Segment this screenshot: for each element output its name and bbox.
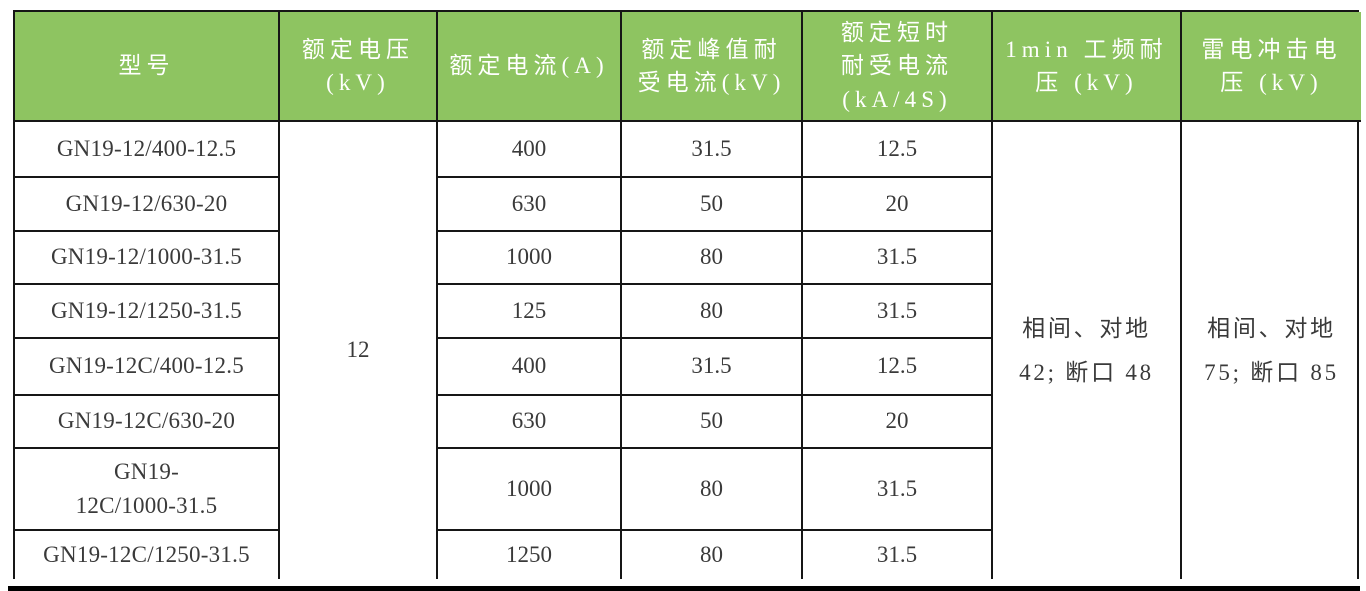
peak-cell: 80 [620,529,801,579]
peak-cell: 80 [620,230,801,283]
current-cell: 630 [436,176,620,230]
bottom-rule [8,586,1360,591]
spec-grid: 型号 额定电压 (kV) 额定电流(A) 额定峰值耐 受电流(kV) 额定短时 … [13,10,1361,579]
short-time-cell: 31.5 [801,447,991,529]
peak-cell: 31.5 [620,337,801,394]
current-cell: 400 [436,337,620,394]
peak-cell: 50 [620,176,801,230]
rated-voltage-value-cell: 12 [278,120,436,579]
short-time-cell: 31.5 [801,230,991,283]
model-cell: GN19-12/400-12.5 [15,120,278,176]
col-header-short-time-current: 额定短时 耐受电流 (kA/4S) [801,12,991,120]
col-header-power-freq-voltage: 1min 工频耐 压 (kV) [991,12,1180,120]
col-header-rated-voltage: 额定电压 (kV) [278,12,436,120]
peak-cell: 80 [620,447,801,529]
peak-cell: 50 [620,394,801,447]
short-time-cell: 12.5 [801,337,991,394]
model-cell: GN19-12C/1250-31.5 [15,529,278,579]
short-time-cell: 20 [801,176,991,230]
model-cell: GN19-12C/400-12.5 [15,337,278,394]
current-cell: 125 [436,283,620,337]
col-header-model: 型号 [15,12,278,120]
lightning-impulse-value-cell: 相间、对地 75; 断口 85 [1180,120,1361,579]
model-cell: GN19-12/1000-31.5 [15,230,278,283]
short-time-cell: 20 [801,394,991,447]
model-cell: GN19-12/1250-31.5 [15,283,278,337]
model-cell: GN19-12/630-20 [15,176,278,230]
spec-table: 型号 额定电压 (kV) 额定电流(A) 额定峰值耐 受电流(kV) 额定短时 … [13,10,1361,579]
col-header-peak-withstand-current: 额定峰值耐 受电流(kV) [620,12,801,120]
model-cell: GN19- 12C/1000-31.5 [15,447,278,529]
power-freq-value-cell: 相间、对地 42; 断口 48 [991,120,1180,579]
current-cell: 1000 [436,447,620,529]
current-cell: 400 [436,120,620,176]
col-header-rated-current: 额定电流(A) [436,12,620,120]
short-time-cell: 31.5 [801,283,991,337]
peak-cell: 31.5 [620,120,801,176]
current-cell: 630 [436,394,620,447]
peak-cell: 80 [620,283,801,337]
current-cell: 1000 [436,230,620,283]
short-time-cell: 31.5 [801,529,991,579]
col-header-lightning-impulse: 雷电冲击电 压 (kV) [1180,12,1361,120]
model-cell: GN19-12C/630-20 [15,394,278,447]
current-cell: 1250 [436,529,620,579]
short-time-cell: 12.5 [801,120,991,176]
